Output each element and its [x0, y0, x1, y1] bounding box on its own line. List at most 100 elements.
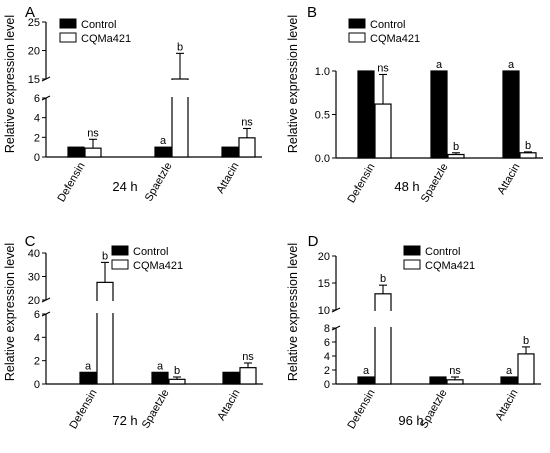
- significance-label: a: [436, 59, 443, 71]
- x-tick-label: Defensin: [345, 162, 377, 206]
- significance-label: b: [523, 335, 529, 347]
- legend-swatch: [348, 18, 366, 29]
- bar-control: [222, 371, 240, 385]
- significance-label: a: [506, 365, 513, 377]
- y-tick-label: 20: [28, 46, 40, 58]
- y-axis-title: Relative expression level: [3, 15, 17, 153]
- significance-label: b: [380, 273, 386, 285]
- significance-label: b: [525, 140, 531, 152]
- time-label: 72 h: [112, 413, 137, 428]
- x-tick-label: Spaetzle: [143, 161, 175, 204]
- axis-break-mark: [41, 95, 51, 101]
- legend-swatch: [59, 18, 77, 29]
- bar-control: [500, 376, 518, 385]
- bar-control: [429, 376, 447, 385]
- significance-label: a: [363, 365, 370, 377]
- y-tick-label: 15: [28, 74, 40, 86]
- y-tick-label: 6: [34, 93, 40, 105]
- bar-control: [430, 70, 448, 159]
- chart-panel-b: B Relative expression level 0.0 0.5 1.0 ns Def…: [286, 4, 543, 205]
- y-tick-label: 2: [34, 132, 40, 144]
- chart-panel-a: A Relative expression level 0 2 4 6 15 20 25 ns De…: [3, 4, 262, 204]
- y-tick-label: 2: [324, 365, 330, 377]
- bar-treatment: [238, 137, 256, 158]
- legend-swatch: [59, 32, 77, 43]
- bar-control: [67, 146, 85, 158]
- axis-break-mark: [41, 311, 51, 317]
- bar-control: [357, 70, 375, 159]
- time-label: 96 h: [398, 413, 423, 428]
- significance-label: ns: [449, 365, 461, 377]
- significance-label: ns: [242, 351, 254, 363]
- bar-control: [502, 70, 520, 159]
- legend-label: Control: [370, 19, 405, 31]
- legend-label: CQMa421: [133, 260, 183, 272]
- y-tick-label: 20: [28, 295, 40, 307]
- panel-label: D: [308, 233, 319, 250]
- y-tick-label: 2: [34, 356, 40, 368]
- time-label: 24 h: [112, 179, 137, 194]
- significance-label: b: [453, 141, 459, 153]
- y-tick-label: 20: [318, 251, 330, 263]
- bar-treatment: [374, 293, 392, 385]
- bar-break-gap: [171, 80, 189, 97]
- legend-swatch: [111, 259, 129, 270]
- axis-break-mark: [41, 76, 51, 82]
- legend-swatch: [348, 32, 366, 43]
- y-tick-label: 0: [34, 152, 40, 164]
- y-tick-label: 1.0: [315, 66, 330, 78]
- panel-label: C: [25, 233, 36, 250]
- bar-control: [357, 376, 375, 385]
- bar-control: [221, 146, 239, 158]
- y-tick-label: 0.0: [315, 153, 330, 165]
- significance-label: a: [508, 59, 515, 71]
- bar-treatment: [446, 379, 464, 385]
- legend-label: Control: [81, 19, 116, 31]
- panel-label: A: [25, 4, 35, 21]
- y-tick-label: 30: [28, 272, 40, 284]
- axis-break-mark: [331, 307, 341, 313]
- significance-label: ns: [241, 116, 253, 128]
- axis-break-mark: [41, 297, 51, 303]
- legend-label: Control: [133, 246, 168, 258]
- significance-label: a: [157, 360, 164, 372]
- bar-break-gap: [96, 301, 114, 313]
- x-tick-label: Defensin: [345, 388, 377, 432]
- bar-control: [151, 371, 169, 385]
- bar-break-gap: [374, 311, 392, 327]
- axis-break-mark: [331, 325, 341, 331]
- y-tick-label: 4: [34, 113, 40, 125]
- legend-swatch: [111, 245, 129, 256]
- y-axis-title: Relative expression level: [3, 243, 17, 381]
- legend-label: CQMa421: [81, 33, 131, 45]
- x-tick-label: Attacin: [214, 161, 241, 196]
- y-tick-label: 4: [34, 332, 40, 344]
- legend-swatch: [403, 245, 421, 256]
- x-tick-label: Defensin: [55, 161, 87, 205]
- x-tick-label: Attacin: [495, 162, 522, 197]
- bar-treatment: [447, 153, 465, 159]
- legend-label: Control: [425, 246, 460, 258]
- bar-control: [79, 371, 97, 385]
- significance-label: ns: [87, 127, 99, 139]
- bar-treatment: [519, 152, 537, 159]
- y-tick-label: 10: [318, 305, 330, 317]
- bar-treatment: [517, 353, 535, 385]
- x-tick-label: Attacin: [215, 388, 242, 423]
- bar-control: [154, 146, 172, 158]
- legend-label: CQMa421: [425, 260, 475, 272]
- time-label: 48 h: [394, 179, 419, 194]
- significance-label: ns: [377, 62, 389, 74]
- bar-treatment: [239, 367, 257, 385]
- bar-treatment: [168, 378, 186, 385]
- significance-label: b: [174, 365, 180, 377]
- bar-treatment: [96, 281, 114, 385]
- significance-label: a: [85, 360, 92, 372]
- x-tick-label: Spaetzle: [140, 388, 172, 431]
- x-tick-label: Spaetzle: [419, 162, 451, 205]
- y-tick-label: 0.5: [315, 110, 330, 122]
- bar-treatment: [374, 103, 392, 159]
- x-tick-label: Attacin: [493, 388, 520, 423]
- y-tick-label: 0: [34, 379, 40, 391]
